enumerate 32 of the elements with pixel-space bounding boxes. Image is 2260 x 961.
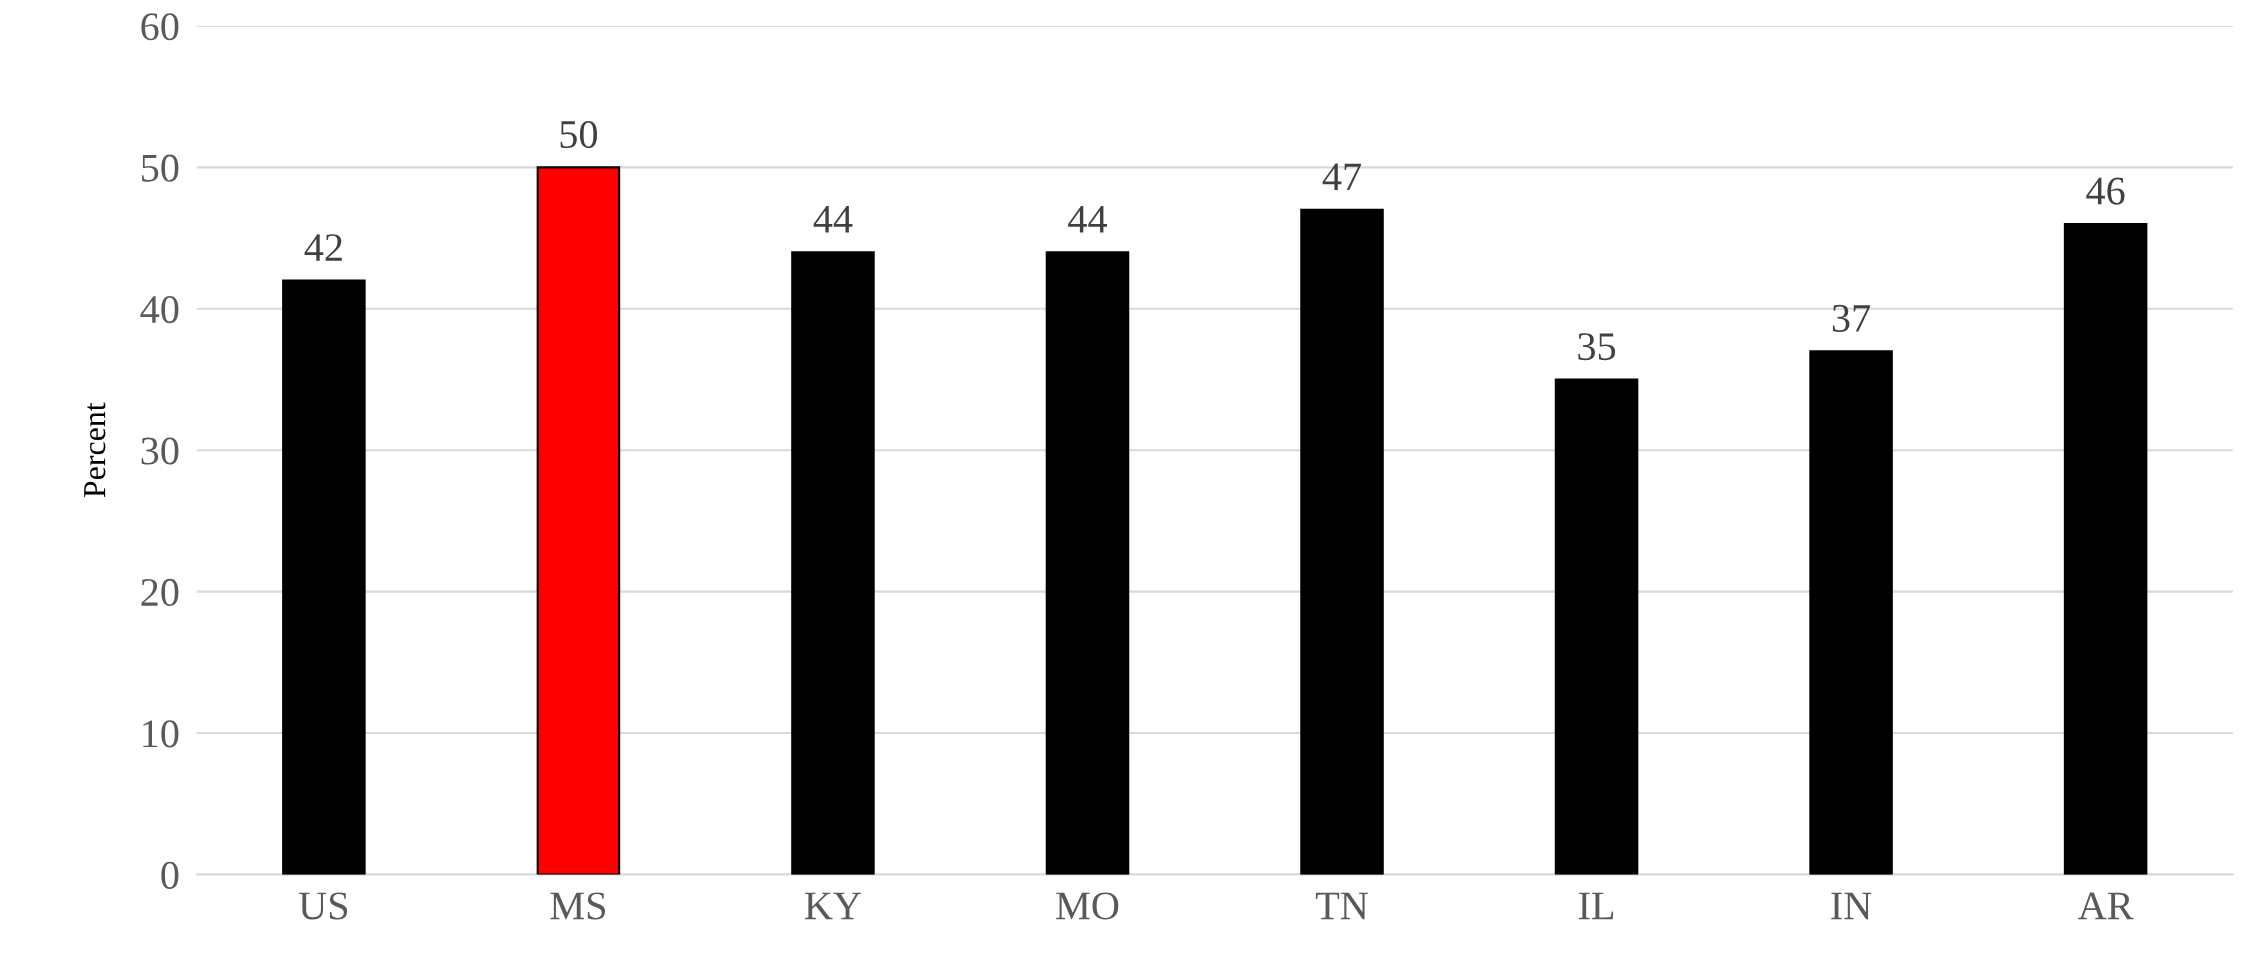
x-tick-label: TN [1315, 892, 1368, 920]
data-label: 47 [1322, 163, 1361, 191]
x-tick-label: AR [2078, 892, 2134, 920]
bar [1809, 350, 1893, 875]
y-tick-label: 10 [143, 720, 179, 748]
y-tick-label: 40 [140, 295, 179, 324]
bar [536, 166, 621, 875]
data-label: 44 [1068, 206, 1107, 233]
y-tick-label: 0 [161, 861, 179, 889]
bar [282, 279, 366, 875]
x-tick-label: MS [550, 892, 606, 920]
x-tick-label: MO [1056, 892, 1119, 920]
y-tick-label: 20 [141, 578, 179, 607]
y-axis-title: Percent [84, 402, 106, 498]
bar [1554, 378, 1639, 875]
x-tick-label: IL [1579, 892, 1614, 920]
y-tick-label: 50 [142, 154, 179, 182]
x-tick-label: KY [805, 892, 862, 920]
x-tick-label: US [298, 892, 348, 920]
y-tick-label: 60 [141, 13, 179, 41]
data-label: 44 [813, 206, 853, 233]
data-label: 46 [2086, 177, 2125, 205]
data-label: 42 [304, 234, 342, 261]
bar [1300, 208, 1384, 875]
data-label: 35 [1578, 333, 1616, 361]
y-tick-label: 30 [141, 437, 179, 465]
data-label: 50 [560, 120, 598, 149]
data-label: 37 [1832, 304, 1871, 332]
bar [791, 251, 875, 875]
x-tick-label: IN [1831, 892, 1872, 920]
bar [1045, 251, 1130, 875]
bar [2063, 222, 2148, 875]
